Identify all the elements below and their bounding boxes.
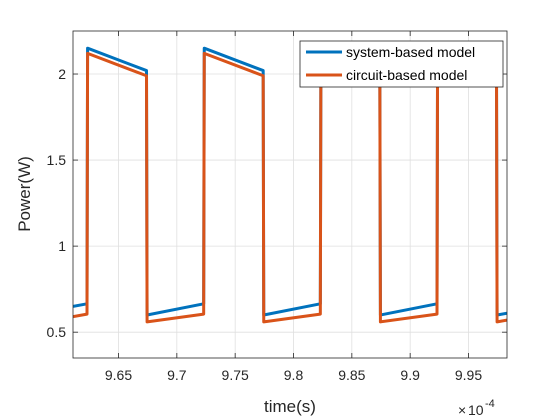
- x-tick-label: 9.65: [105, 367, 132, 383]
- x-exponent-base: 10: [468, 402, 484, 418]
- x-tick-label: 9.9: [400, 367, 420, 383]
- legend: system-based model circuit-based model: [299, 40, 504, 88]
- y-tick-label: 0.5: [47, 324, 67, 340]
- plot-frame: [72, 30, 508, 359]
- x-tick-label: 9.85: [338, 367, 365, 383]
- x-exponent-label: × 10 -4: [458, 398, 495, 418]
- legend-box: [299, 40, 504, 88]
- y-tick-label: 1: [58, 238, 66, 254]
- x-tick-label: 9.7: [167, 367, 187, 383]
- x-tick-label: 9.95: [455, 367, 482, 383]
- x-tick-label: 9.75: [222, 367, 249, 383]
- legend-label-circuit: circuit-based model: [346, 67, 467, 83]
- y-tick-label: 1.5: [47, 152, 67, 168]
- x-axis-title: time(s): [264, 397, 316, 416]
- legend-label-system: system-based model: [346, 44, 475, 60]
- x-exponent-power: -4: [485, 398, 495, 410]
- x-exponent-multiplier: ×: [458, 402, 466, 418]
- y-axis-title: Power(W): [15, 156, 34, 232]
- x-tick-label: 9.8: [284, 367, 304, 383]
- y-tick-label: 2: [58, 66, 66, 82]
- axis-ticks: 9.65 9.7 9.75 9.8 9.85 9.9 9.95 0.5 1 1.5 2: [47, 31, 507, 383]
